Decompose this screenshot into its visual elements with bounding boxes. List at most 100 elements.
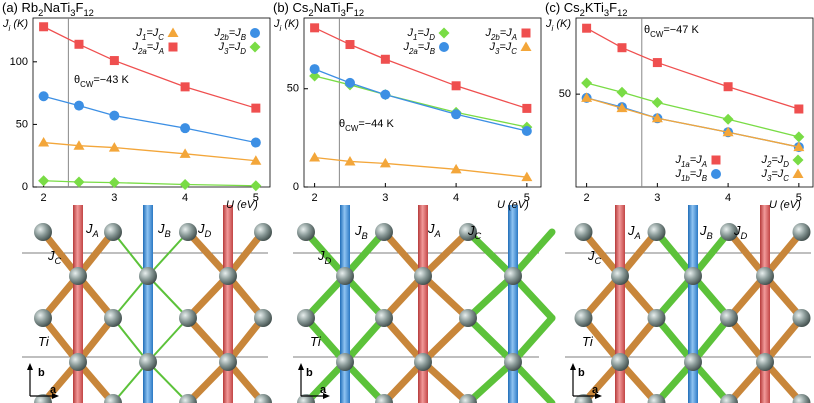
structure-label: JD bbox=[197, 221, 212, 239]
x-tick-label: 3 bbox=[654, 192, 660, 204]
structure: JB JA JC JD Ti ba bbox=[293, 205, 556, 403]
x-tick-label: 2 bbox=[312, 192, 318, 204]
bond bbox=[419, 228, 472, 280]
y-tick-label: 50 bbox=[16, 118, 28, 130]
marker bbox=[380, 54, 390, 64]
bond bbox=[39, 228, 82, 280]
marker bbox=[309, 64, 320, 75]
rod bbox=[340, 205, 350, 403]
structure-label: JA bbox=[85, 221, 99, 239]
legend-marker bbox=[439, 42, 449, 52]
bond bbox=[39, 314, 82, 366]
marker bbox=[582, 23, 592, 33]
y-axis-label: Ji (K) bbox=[273, 18, 299, 33]
bond bbox=[689, 314, 733, 366]
bond bbox=[464, 314, 517, 366]
structure-label: b bbox=[38, 367, 45, 379]
structure-label: JB bbox=[354, 223, 368, 241]
x-axis-label: U (eV) bbox=[226, 199, 258, 211]
bond bbox=[419, 358, 472, 403]
marker bbox=[651, 112, 663, 123]
marker bbox=[309, 152, 321, 162]
bond bbox=[224, 272, 267, 322]
structure-label: a bbox=[592, 384, 599, 396]
plot-frame bbox=[575, 17, 814, 188]
rod bbox=[143, 205, 153, 403]
atom bbox=[104, 394, 122, 403]
marker bbox=[722, 113, 734, 125]
atom bbox=[139, 267, 157, 285]
atom bbox=[756, 353, 774, 371]
atom bbox=[69, 267, 87, 285]
x-tick-label: 2 bbox=[41, 192, 47, 204]
legend-label: J2b=JB bbox=[213, 27, 246, 42]
atom bbox=[219, 353, 237, 371]
atom bbox=[792, 394, 811, 403]
atom bbox=[684, 267, 702, 285]
legend-label: J1a=JA bbox=[674, 154, 707, 169]
series-line bbox=[314, 68, 528, 132]
bond bbox=[761, 314, 805, 366]
rod bbox=[508, 205, 518, 403]
x-tick-label: 4 bbox=[453, 192, 459, 204]
legend-marker bbox=[167, 27, 179, 37]
plot-frame bbox=[303, 17, 542, 188]
legend-marker bbox=[521, 28, 531, 38]
marker bbox=[180, 123, 191, 134]
atom bbox=[336, 267, 354, 285]
marker bbox=[179, 178, 191, 190]
bond bbox=[509, 272, 556, 322]
marker bbox=[793, 141, 805, 152]
marker bbox=[250, 155, 262, 165]
atom bbox=[179, 394, 197, 403]
x-tick-label: 5 bbox=[796, 192, 802, 204]
bond bbox=[184, 314, 232, 366]
atom bbox=[504, 353, 522, 371]
bond bbox=[509, 228, 556, 280]
atom bbox=[104, 309, 122, 327]
chart-title: (b) Cs2NaTi3F12 bbox=[273, 0, 364, 18]
atom bbox=[647, 394, 666, 403]
marker bbox=[793, 131, 805, 143]
plot-frame bbox=[32, 17, 271, 188]
marker bbox=[521, 125, 532, 136]
marker bbox=[723, 82, 733, 92]
y-axis-label: Ji (K) bbox=[2, 18, 28, 33]
legend-label: J3=JD bbox=[217, 41, 246, 56]
bond bbox=[112, 317, 149, 363]
x-tick-label: 3 bbox=[111, 192, 117, 204]
marker bbox=[794, 104, 804, 114]
marker bbox=[250, 180, 262, 192]
structure-label: b bbox=[306, 367, 313, 379]
bond bbox=[464, 272, 517, 322]
series-line bbox=[586, 27, 800, 110]
x-tick-label: 2 bbox=[584, 192, 590, 204]
atom bbox=[574, 223, 593, 241]
atom bbox=[414, 353, 432, 371]
atom bbox=[34, 309, 52, 327]
bond bbox=[74, 228, 117, 280]
marker bbox=[450, 163, 462, 174]
bond bbox=[341, 358, 388, 403]
atom bbox=[792, 309, 811, 327]
legend-label: J3=JC bbox=[760, 168, 789, 183]
marker bbox=[310, 23, 320, 33]
atom bbox=[375, 394, 393, 403]
structure-label: JC bbox=[467, 223, 482, 241]
atom bbox=[611, 267, 629, 285]
bond bbox=[39, 272, 82, 322]
y-tick-label: 100 bbox=[10, 56, 28, 68]
atom bbox=[254, 309, 272, 327]
marker bbox=[180, 82, 190, 92]
x-axis-label: U (eV) bbox=[497, 199, 529, 211]
bond bbox=[509, 358, 556, 403]
marker bbox=[73, 176, 85, 188]
bond bbox=[616, 314, 660, 366]
bond bbox=[341, 228, 388, 280]
structure-label: Ti bbox=[310, 334, 322, 349]
bond bbox=[112, 275, 149, 319]
legend-label: J1=JD bbox=[406, 27, 435, 42]
structure-label: JA bbox=[627, 223, 641, 241]
y-tick-label: 0 bbox=[293, 181, 299, 193]
